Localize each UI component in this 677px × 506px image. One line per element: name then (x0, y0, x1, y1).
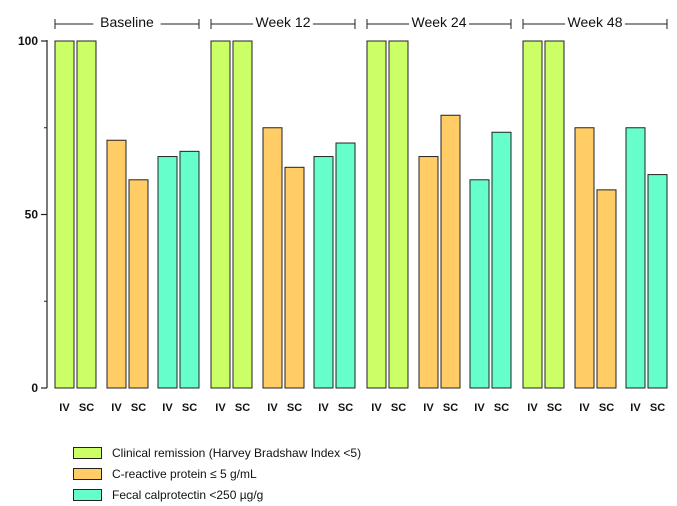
legend-swatch-fecal-calprotectin (73, 488, 102, 501)
bar-week-48-c-reactive-protein-5-iv (574, 127, 595, 389)
x-tick-label: IV (59, 402, 70, 414)
bar-week-12-c-reactive-protein-5-iv (262, 127, 283, 389)
x-tick-label: IV (474, 402, 485, 414)
group-label-bg (93, 14, 161, 30)
y-tick-label: 0 (31, 381, 38, 395)
bar-week-24-c-reactive-protein-5-iv (418, 156, 439, 389)
bar-baseline-fecal-calprotectin-2-sc (179, 150, 200, 389)
legend: Clinical remission (Harvey Bradshaw Inde… (73, 443, 361, 506)
x-tick-label: IV (215, 402, 226, 414)
x-tick-label: SC (547, 402, 562, 414)
x-tick-label: SC (79, 402, 94, 414)
x-tick-label: SC (287, 402, 302, 414)
bar-week-12-fecal-calprotectin-2-iv (313, 156, 334, 389)
group-label: Week 48 (568, 14, 623, 30)
chart: 0 50 100 IV SC IV SC IV SC Baseline IV SC IV SC IV SC We… (18, 14, 668, 414)
bar-week-48-clinical-remission-h-sc (544, 40, 565, 389)
legend-item-crp: C-reactive protein ≤ 5 g/mL (73, 464, 361, 483)
bar-baseline-c-reactive-protein-5-sc (128, 179, 149, 389)
x-tick-label: SC (235, 402, 250, 414)
group-label-bg (409, 14, 469, 30)
y-tick-label: 50 (25, 208, 39, 222)
bar-baseline-c-reactive-protein-5-iv (106, 139, 127, 389)
legend-item-fecal-calprotectin: Fecal calprotectin <250 µg/g (73, 485, 361, 504)
x-tick-label: IV (267, 402, 278, 414)
legend-swatch-clinical-remission (73, 446, 102, 459)
bar-week-48-c-reactive-protein-5-sc (596, 189, 617, 389)
x-tick-label: SC (443, 402, 458, 414)
legend-swatch-crp (73, 467, 102, 480)
x-tick-label: IV (423, 402, 434, 414)
bar-baseline-clinical-remission-h-sc (76, 40, 97, 389)
bar-week-12-clinical-remission-h-sc (232, 40, 253, 389)
bar-week-24-fecal-calprotectin-2-iv (469, 179, 490, 389)
legend-label-fecal-calprotectin: Fecal calprotectin <250 µg/g (112, 487, 264, 502)
bar-week-24-clinical-remission-h-iv (366, 40, 387, 389)
bar-week-48-clinical-remission-h-iv (522, 40, 543, 389)
legend-label-clinical-remission: Clinical remission (Harvey Bradshaw Inde… (112, 445, 362, 460)
bar-week-48-fecal-calprotectin-2-sc (647, 174, 668, 389)
x-tick-label: SC (131, 402, 146, 414)
legend-item-clinical-remission: Clinical remission (Harvey Bradshaw Inde… (73, 443, 361, 462)
group-label: Week 12 (256, 14, 311, 30)
bar-baseline-clinical-remission-h-iv (54, 40, 75, 389)
bar-week-48-fecal-calprotectin-2-iv (625, 127, 646, 389)
x-tick-label: IV (630, 402, 641, 414)
x-tick-label: SC (599, 402, 614, 414)
bar-week-24-c-reactive-protein-5-sc (440, 114, 461, 389)
group-label: Week 24 (412, 14, 467, 30)
x-tick-label: SC (494, 402, 509, 414)
bar-week-24-clinical-remission-h-sc (388, 40, 409, 389)
x-tick-label: SC (338, 402, 353, 414)
x-tick-label: SC (182, 402, 197, 414)
x-tick-label: SC (650, 402, 665, 414)
group-label-bg (565, 14, 625, 30)
bar-week-12-clinical-remission-h-iv (210, 40, 231, 389)
x-tick-label: IV (111, 402, 122, 414)
bar-week-24-fecal-calprotectin-2-sc (491, 131, 512, 389)
x-tick-label: IV (371, 402, 382, 414)
legend-label-crp: C-reactive protein ≤ 5 g/mL (112, 466, 257, 481)
group-label: Baseline (100, 14, 154, 30)
bar-week-12-fecal-calprotectin-2-sc (335, 142, 356, 389)
x-tick-label: SC (391, 402, 406, 414)
group-label-bg (253, 14, 313, 30)
x-tick-label: IV (318, 402, 329, 414)
y-tick-label: 100 (18, 34, 38, 48)
bar-baseline-fecal-calprotectin-2-iv (157, 156, 178, 389)
x-tick-label: IV (527, 402, 538, 414)
x-tick-label: IV (162, 402, 173, 414)
x-tick-label: IV (579, 402, 590, 414)
bar-week-12-c-reactive-protein-5-sc (284, 166, 305, 389)
